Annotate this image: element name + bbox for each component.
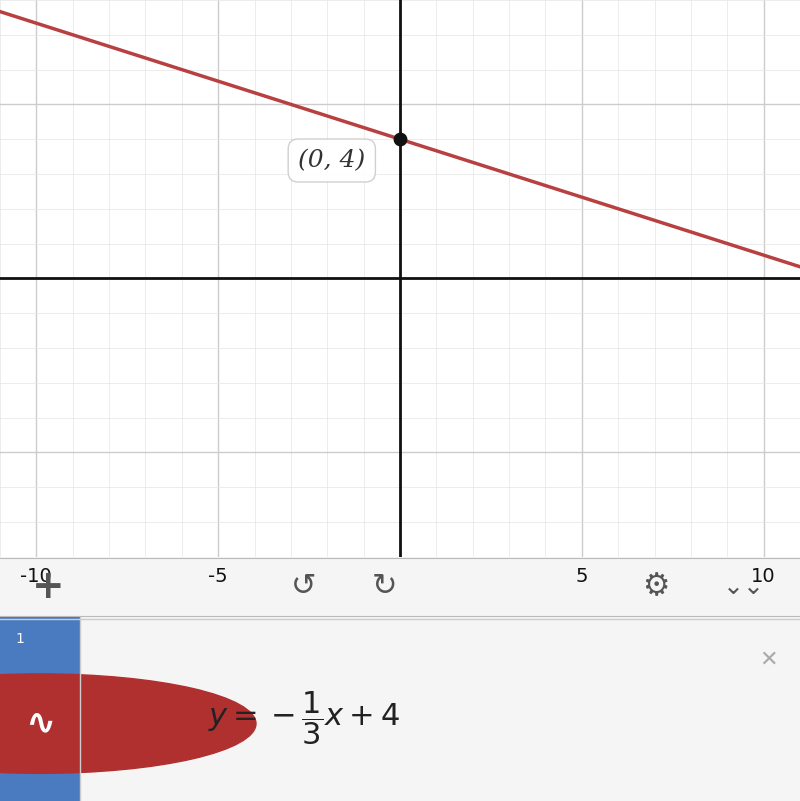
Point [394, 133, 406, 146]
Text: 1: 1 [15, 631, 25, 646]
Text: ↻: ↻ [371, 572, 397, 602]
Text: +: + [32, 568, 64, 606]
Bar [0, 617, 80, 801]
Text: ↺: ↺ [291, 572, 317, 602]
Text: $y = -\dfrac{1}{3}x + 4$: $y = -\dfrac{1}{3}x + 4$ [208, 690, 400, 747]
Text: ⌄⌄: ⌄⌄ [723, 575, 765, 598]
Text: ✕: ✕ [758, 650, 778, 670]
Text: ∿: ∿ [25, 706, 55, 741]
Text: (0, 4): (0, 4) [298, 149, 366, 172]
Text: ⚙: ⚙ [642, 572, 670, 602]
Circle shape [0, 674, 256, 774]
